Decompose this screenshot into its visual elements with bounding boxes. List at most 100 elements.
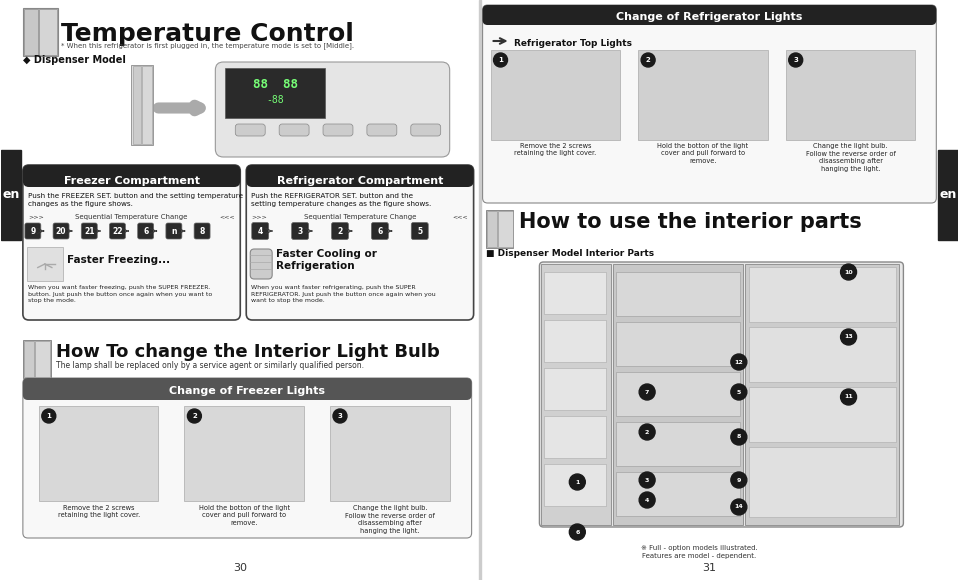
Text: 9: 9 [30, 227, 36, 235]
Bar [749, 447, 897, 517]
Text: Push the FREEZER SET. button and the setting temperature
changes as the figure s: Push the FREEZER SET. button and the set… [28, 193, 243, 207]
Text: 1: 1 [498, 57, 503, 63]
Bar [749, 387, 897, 442]
Text: Freezer Compartment: Freezer Compartment [63, 176, 200, 186]
FancyBboxPatch shape [82, 223, 97, 239]
Bar [616, 472, 740, 516]
FancyBboxPatch shape [483, 5, 936, 203]
Text: 8: 8 [200, 227, 204, 235]
Text: 6: 6 [575, 530, 580, 535]
Circle shape [841, 389, 856, 405]
Text: The lamp shall be replaced only by a service agent or similarly qualified person: The lamp shall be replaced only by a ser… [56, 361, 364, 371]
FancyBboxPatch shape [23, 165, 240, 187]
Bar [487, 211, 496, 247]
FancyBboxPatch shape [25, 223, 41, 239]
Bar [141, 66, 152, 144]
Bar [24, 341, 34, 377]
Circle shape [789, 53, 803, 67]
Text: Change of Freezer Lights: Change of Freezer Lights [169, 386, 325, 396]
Text: When you want faster refrigerating, push the SUPER
REFRIGERATOR. Just push the b: When you want faster refrigerating, push… [252, 285, 436, 303]
Bar [497, 211, 513, 247]
Text: 12: 12 [734, 360, 743, 364]
Bar [638, 50, 768, 140]
Text: Faster Cooling or
Refrigeration: Faster Cooling or Refrigeration [276, 249, 377, 271]
Text: Sequential Temperature Change: Sequential Temperature Change [303, 214, 416, 220]
Text: 3: 3 [793, 57, 798, 63]
Bar [749, 267, 897, 322]
Text: Temperature Control: Temperature Control [60, 22, 353, 46]
FancyBboxPatch shape [137, 223, 154, 239]
Bar [613, 264, 743, 525]
Bar [38, 406, 158, 501]
Text: 8: 8 [736, 434, 741, 440]
Text: ■ Dispenser Model Interior Parts: ■ Dispenser Model Interior Parts [486, 248, 654, 258]
Bar [544, 416, 606, 458]
Text: Refrigerator Top Lights: Refrigerator Top Lights [515, 38, 633, 48]
Text: Push the REFRIGERATOR SET. button and the
setting temperature changes as the fig: Push the REFRIGERATOR SET. button and th… [252, 193, 431, 207]
Text: >>>: >>> [252, 215, 267, 219]
Circle shape [731, 472, 747, 488]
Text: Hold the botton of the light
cover and pull forward to
remove.: Hold the botton of the light cover and p… [658, 143, 749, 164]
FancyBboxPatch shape [235, 124, 265, 136]
Text: 1: 1 [46, 413, 51, 419]
Circle shape [731, 429, 747, 445]
Text: Change the light bulb.
Follow the reverse order of
disassembing after
hanging th: Change the light bulb. Follow the revers… [805, 143, 896, 172]
Text: Remove the 2 screws
retaining the light cover.: Remove the 2 screws retaining the light … [515, 143, 596, 157]
Circle shape [639, 424, 655, 440]
FancyBboxPatch shape [292, 223, 308, 240]
Text: <<<: <<< [220, 215, 235, 219]
Bar [616, 322, 740, 366]
Bar [35, 341, 50, 377]
FancyBboxPatch shape [166, 223, 181, 239]
Circle shape [731, 384, 747, 400]
Text: When you want faster freezing, push the SUPER FREEZER.
button. Just push the but: When you want faster freezing, push the … [28, 285, 212, 303]
Circle shape [639, 492, 655, 508]
Text: en: en [940, 188, 957, 201]
FancyBboxPatch shape [247, 165, 473, 187]
Bar [616, 422, 740, 466]
Text: 14: 14 [734, 505, 743, 509]
Text: Refrigerator Compartment: Refrigerator Compartment [276, 176, 444, 186]
Text: How to use the interior parts: How to use the interior parts [519, 212, 862, 232]
FancyBboxPatch shape [323, 124, 353, 136]
FancyBboxPatch shape [279, 124, 309, 136]
Text: 4: 4 [257, 227, 263, 235]
Circle shape [639, 472, 655, 488]
Text: 5: 5 [736, 390, 741, 394]
Circle shape [731, 354, 747, 370]
FancyBboxPatch shape [540, 262, 903, 527]
Circle shape [187, 409, 202, 423]
Circle shape [569, 474, 586, 490]
Text: Faster Freezing...: Faster Freezing... [67, 255, 170, 265]
FancyBboxPatch shape [215, 62, 449, 157]
FancyBboxPatch shape [411, 223, 428, 240]
FancyBboxPatch shape [247, 165, 473, 320]
Text: Change the light bulb.
Follow the reverse order of
disassembing after
hanging th: Change the light bulb. Follow the revers… [345, 505, 435, 534]
Bar [544, 368, 606, 410]
Text: en: en [2, 188, 19, 201]
Text: >>>: >>> [28, 215, 43, 219]
FancyBboxPatch shape [23, 378, 471, 538]
Text: 4: 4 [645, 498, 649, 502]
Bar [616, 272, 740, 316]
Text: 3: 3 [338, 413, 343, 419]
Bar [486, 210, 514, 248]
Text: 6: 6 [143, 227, 148, 235]
Text: 3: 3 [645, 477, 649, 483]
Bar [745, 264, 900, 525]
Text: 6: 6 [377, 227, 382, 235]
FancyBboxPatch shape [252, 223, 269, 240]
Text: n: n [171, 227, 177, 235]
Text: 5: 5 [418, 227, 422, 235]
Text: 3: 3 [298, 227, 302, 235]
Circle shape [493, 53, 508, 67]
FancyBboxPatch shape [331, 223, 348, 240]
Text: Remove the 2 screws
retaining the light cover.: Remove the 2 screws retaining the light … [58, 505, 140, 519]
Bar [132, 66, 140, 144]
Bar [749, 327, 897, 382]
Text: ◆ Dispenser Model: ◆ Dispenser Model [23, 55, 126, 65]
Bar [23, 8, 58, 56]
Bar [184, 406, 304, 501]
Circle shape [569, 524, 586, 540]
Bar [1, 150, 21, 240]
